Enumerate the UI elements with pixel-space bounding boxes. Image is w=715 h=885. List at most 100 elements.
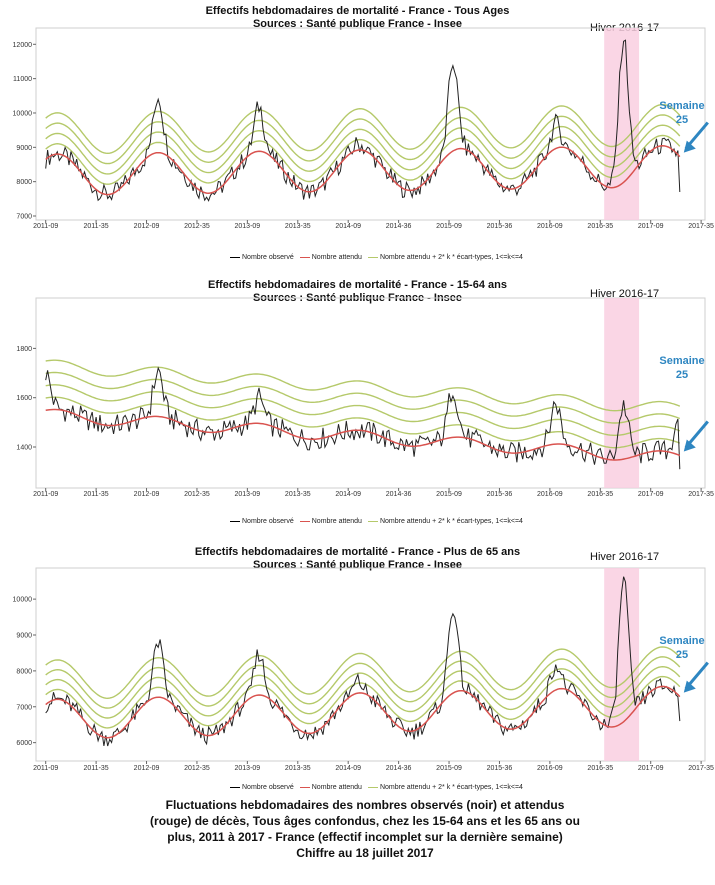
y-tick-label: 8000 <box>16 179 32 186</box>
legend-bands-label: Nombre attendu + 2* k * écart-types, 1<=… <box>379 254 523 261</box>
x-tick-label: 2017-35 <box>688 223 714 230</box>
band-line-k4 <box>45 103 681 155</box>
y-tick-label: 1800 <box>16 346 32 353</box>
x-tick-label: 2016-35 <box>587 491 613 498</box>
x-tick-label: 2015-36 <box>487 491 513 498</box>
x-tick-label: 2017-35 <box>688 765 714 772</box>
legend-swatch-expected <box>299 521 310 522</box>
legend-bands: Nombre attendu + 2* k * écart-types, 1<=… <box>367 518 523 525</box>
band-line-k1 <box>45 134 681 185</box>
week-label: Semaine <box>659 100 705 112</box>
legend-swatch-observed <box>230 787 240 788</box>
x-tick-label: 2014-09 <box>335 491 361 498</box>
legend-expected: Nombre attendu <box>299 784 362 791</box>
chart-legend: Nombre observé Nombre attendu Nombre att… <box>230 254 523 261</box>
y-tick-label: 6000 <box>16 740 32 747</box>
x-tick-label: 2017-35 <box>688 491 714 498</box>
y-tick-label: 7000 <box>16 704 32 711</box>
x-tick-label: 2011-35 <box>84 765 109 772</box>
x-tick-label: 2016-35 <box>587 223 613 230</box>
legend-swatch-expected <box>299 257 310 258</box>
legend-bands: Nombre attendu + 2* k * écart-types, 1<=… <box>367 784 523 791</box>
legend-expected-label: Nombre attendu <box>311 784 362 791</box>
x-tick-label: 2013-09 <box>235 223 261 230</box>
legend-bands-label: Nombre attendu + 2* k * écart-types, 1<=… <box>379 784 523 791</box>
winter-shade <box>604 568 640 761</box>
x-tick-label: 2013-09 <box>235 491 261 498</box>
caption-line-4: Chiffre au 18 juillet 2017 <box>296 846 434 860</box>
x-tick-label: 2012-09 <box>134 765 160 772</box>
winter-label: Hiver 2016-17 <box>590 551 660 563</box>
plot-frame <box>35 297 706 489</box>
chart-15-64: 1400 1600 1800 2011-09 2011-35 2012-09 2012-35… <box>16 297 714 498</box>
chart-legend: Nombre observé Nombre attendu Nombre att… <box>230 784 523 791</box>
chart-title: Effectifs hebdomadaires de mortalité - F… <box>208 279 507 291</box>
x-tick-label: 2017-09 <box>638 491 664 498</box>
caption-line-3: plus, 2011 à 2017 - France (effectif inc… <box>167 830 563 844</box>
legend-swatch-expected <box>299 787 310 788</box>
x-tick-label: 2011-09 <box>33 765 58 772</box>
week-arrow <box>683 661 709 693</box>
legend-observed: Nombre observé <box>230 784 294 791</box>
legend-swatch-observed <box>230 521 240 522</box>
y-tick-label: 9000 <box>16 633 32 640</box>
band-line-k3 <box>45 371 681 424</box>
legend-expected: Nombre attendu <box>299 254 362 261</box>
expected-line <box>45 145 681 196</box>
week-annotation: Semaine 25 <box>652 99 712 127</box>
x-tick-label: 2017-09 <box>638 765 664 772</box>
x-tick-label: 2012-09 <box>134 491 160 498</box>
arrow-head <box>683 439 696 452</box>
week-number: 25 <box>675 649 689 661</box>
band-line-k3 <box>45 114 681 165</box>
chart-65-plus: 6000 7000 8000 9000 10000 2011-09 2011-35 2012-… <box>13 567 714 772</box>
band-line-k2 <box>45 384 681 436</box>
x-tick-label: 2015-09 <box>436 491 462 498</box>
x-tick-label: 2012-09 <box>134 223 160 230</box>
legend-swatch-bands <box>367 787 378 788</box>
legend-observed: Nombre observé <box>230 254 294 261</box>
x-tick-label: 2016-09 <box>537 223 563 230</box>
legend-swatch-bands <box>367 521 378 522</box>
y-tick-label: 9000 <box>16 145 32 152</box>
x-tick-label: 2014-36 <box>386 765 412 772</box>
y-tick-label: 8000 <box>16 668 32 675</box>
x-tick-label: 2016-09 <box>537 765 563 772</box>
x-tick-label: 2011-35 <box>84 491 109 498</box>
x-tick-label: 2016-09 <box>537 491 563 498</box>
legend-observed-label: Nombre observé <box>242 254 294 261</box>
legend-swatch-bands <box>367 257 378 258</box>
x-tick-label: 2017-09 <box>638 223 664 230</box>
x-tick-label: 2013-09 <box>235 765 261 772</box>
x-tick-label: 2011-35 <box>84 223 109 230</box>
x-tick-label: 2015-36 <box>487 765 513 772</box>
y-tick-label: 11000 <box>13 76 32 83</box>
x-tick-label: 2012-35 <box>184 765 210 772</box>
chart-title: Effectifs hebdomadaires de mortalité - F… <box>194 546 521 558</box>
x-tick-label: 2014-09 <box>335 765 361 772</box>
legend-bands-label: Nombre attendu + 2* k * écart-types, 1<=… <box>379 518 523 525</box>
x-tick-label: 2011-09 <box>33 223 58 230</box>
legend-expected-label: Nombre attendu <box>311 254 362 261</box>
arrow-head <box>683 140 696 153</box>
week-number: 25 <box>675 369 689 381</box>
figure-caption: Fluctuations hebdomadaires des nombres o… <box>150 797 580 861</box>
x-tick-label: 2013-35 <box>285 765 311 772</box>
y-tick-label: 10000 <box>13 597 33 604</box>
chart-subtitle: Sources : Santé publique France - Insee <box>252 18 463 30</box>
expected-line <box>45 685 681 739</box>
band-line-k2 <box>45 665 681 719</box>
y-tick-label: 7000 <box>16 214 32 221</box>
x-tick-label: 2015-09 <box>436 765 462 772</box>
arrow-head <box>683 680 696 693</box>
y-tick-label: 12000 <box>13 42 33 49</box>
x-tick-label: 2013-35 <box>285 491 311 498</box>
week-label: Semaine <box>659 355 705 367</box>
x-tick-label: 2015-36 <box>487 223 513 230</box>
x-tick-label: 2013-35 <box>285 223 311 230</box>
legend-expected-label: Nombre attendu <box>311 518 362 525</box>
y-tick-label: 1400 <box>16 445 32 452</box>
legend-observed: Nombre observé <box>230 518 294 525</box>
week-arrow <box>683 420 709 452</box>
x-tick-label: 2014-36 <box>386 491 412 498</box>
